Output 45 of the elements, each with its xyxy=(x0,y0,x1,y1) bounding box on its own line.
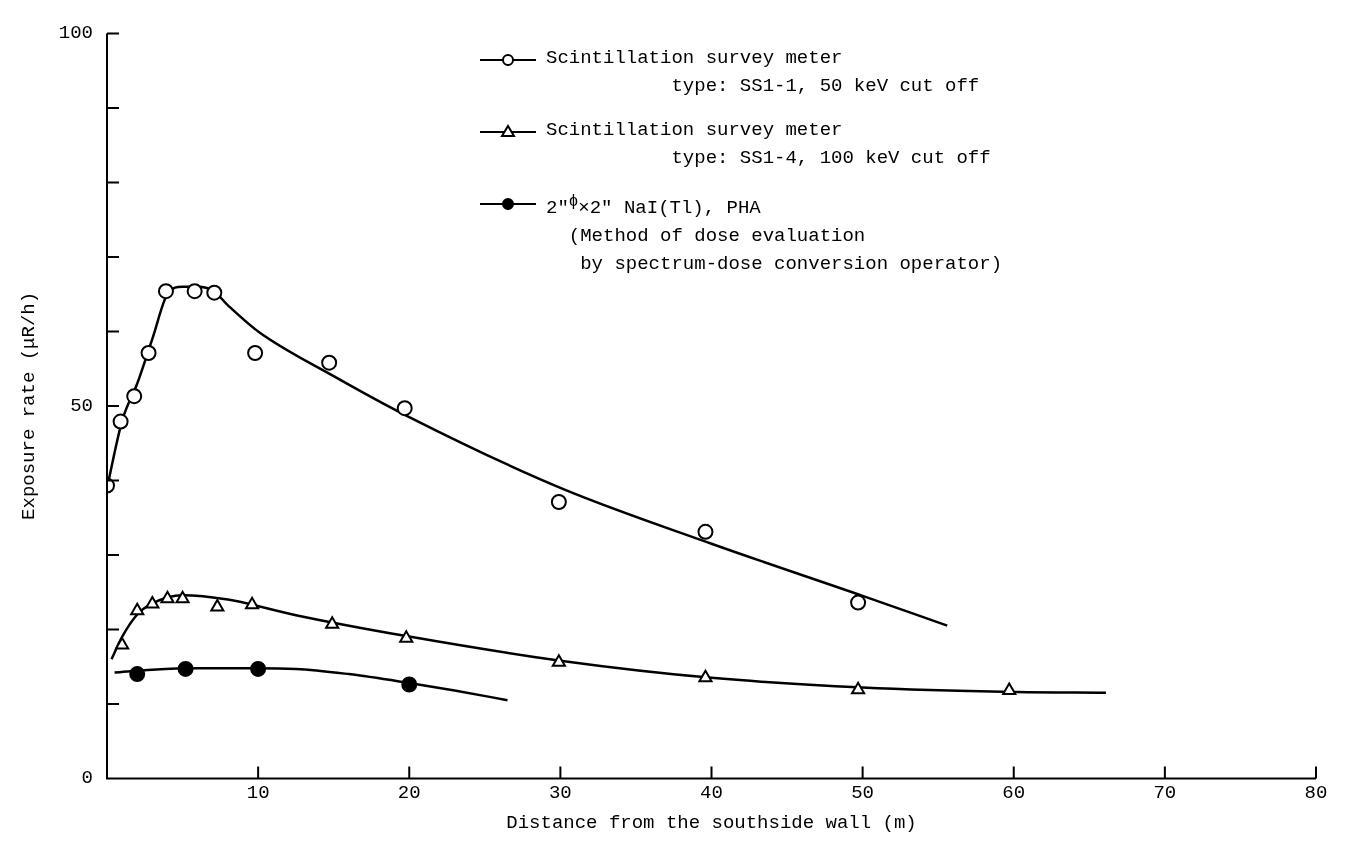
point xyxy=(325,616,340,629)
point xyxy=(399,630,414,643)
y-axis-title: Exposure rate (μR/h) xyxy=(18,291,41,520)
point xyxy=(160,590,175,604)
point xyxy=(551,654,566,667)
point xyxy=(247,345,264,362)
point xyxy=(140,345,157,362)
point xyxy=(175,590,190,604)
point xyxy=(126,388,143,405)
x-axis-title: Distance from the southside wall (m) xyxy=(506,811,917,834)
point xyxy=(1002,682,1017,695)
point xyxy=(157,283,174,300)
legend-label: 2"$^{ϕ}$×2" NaI(Tl), PHA (Method of dose evaluation by spectrum-dose conversion operator) xyxy=(546,192,1003,278)
point xyxy=(550,494,567,511)
x-tick-label: 30 xyxy=(548,781,572,804)
point xyxy=(698,669,713,683)
x-tick-label: 50 xyxy=(851,781,875,804)
legend-label: Scintillation survey meter type: SS1-1, 50 keV cut off xyxy=(546,46,980,99)
point xyxy=(115,637,130,650)
point xyxy=(245,596,260,610)
point xyxy=(850,594,867,611)
legend-label: Scintillation survey meter type: SS1-4, 100 keV cut off xyxy=(546,118,991,171)
y-tick-label: 0 xyxy=(81,767,94,790)
point xyxy=(697,523,714,540)
point xyxy=(401,676,418,693)
point xyxy=(206,284,223,301)
point xyxy=(250,660,267,677)
point xyxy=(112,413,129,430)
point xyxy=(321,354,338,371)
point xyxy=(130,602,145,616)
x-tick-label: 60 xyxy=(1002,781,1026,804)
x-tick-label: 20 xyxy=(397,781,421,804)
y-tick-label: 100 xyxy=(58,22,94,45)
point xyxy=(851,681,866,695)
point xyxy=(145,596,160,609)
y-tick-label: 50 xyxy=(70,394,94,417)
point xyxy=(177,660,194,677)
x-tick-label: 80 xyxy=(1304,781,1328,804)
x-tick-label: 10 xyxy=(246,781,270,804)
x-tick-label: 40 xyxy=(700,781,723,804)
point xyxy=(210,599,225,612)
x-tick-label: 70 xyxy=(1153,781,1177,804)
point xyxy=(129,666,146,683)
point xyxy=(186,283,203,300)
point xyxy=(396,400,413,417)
